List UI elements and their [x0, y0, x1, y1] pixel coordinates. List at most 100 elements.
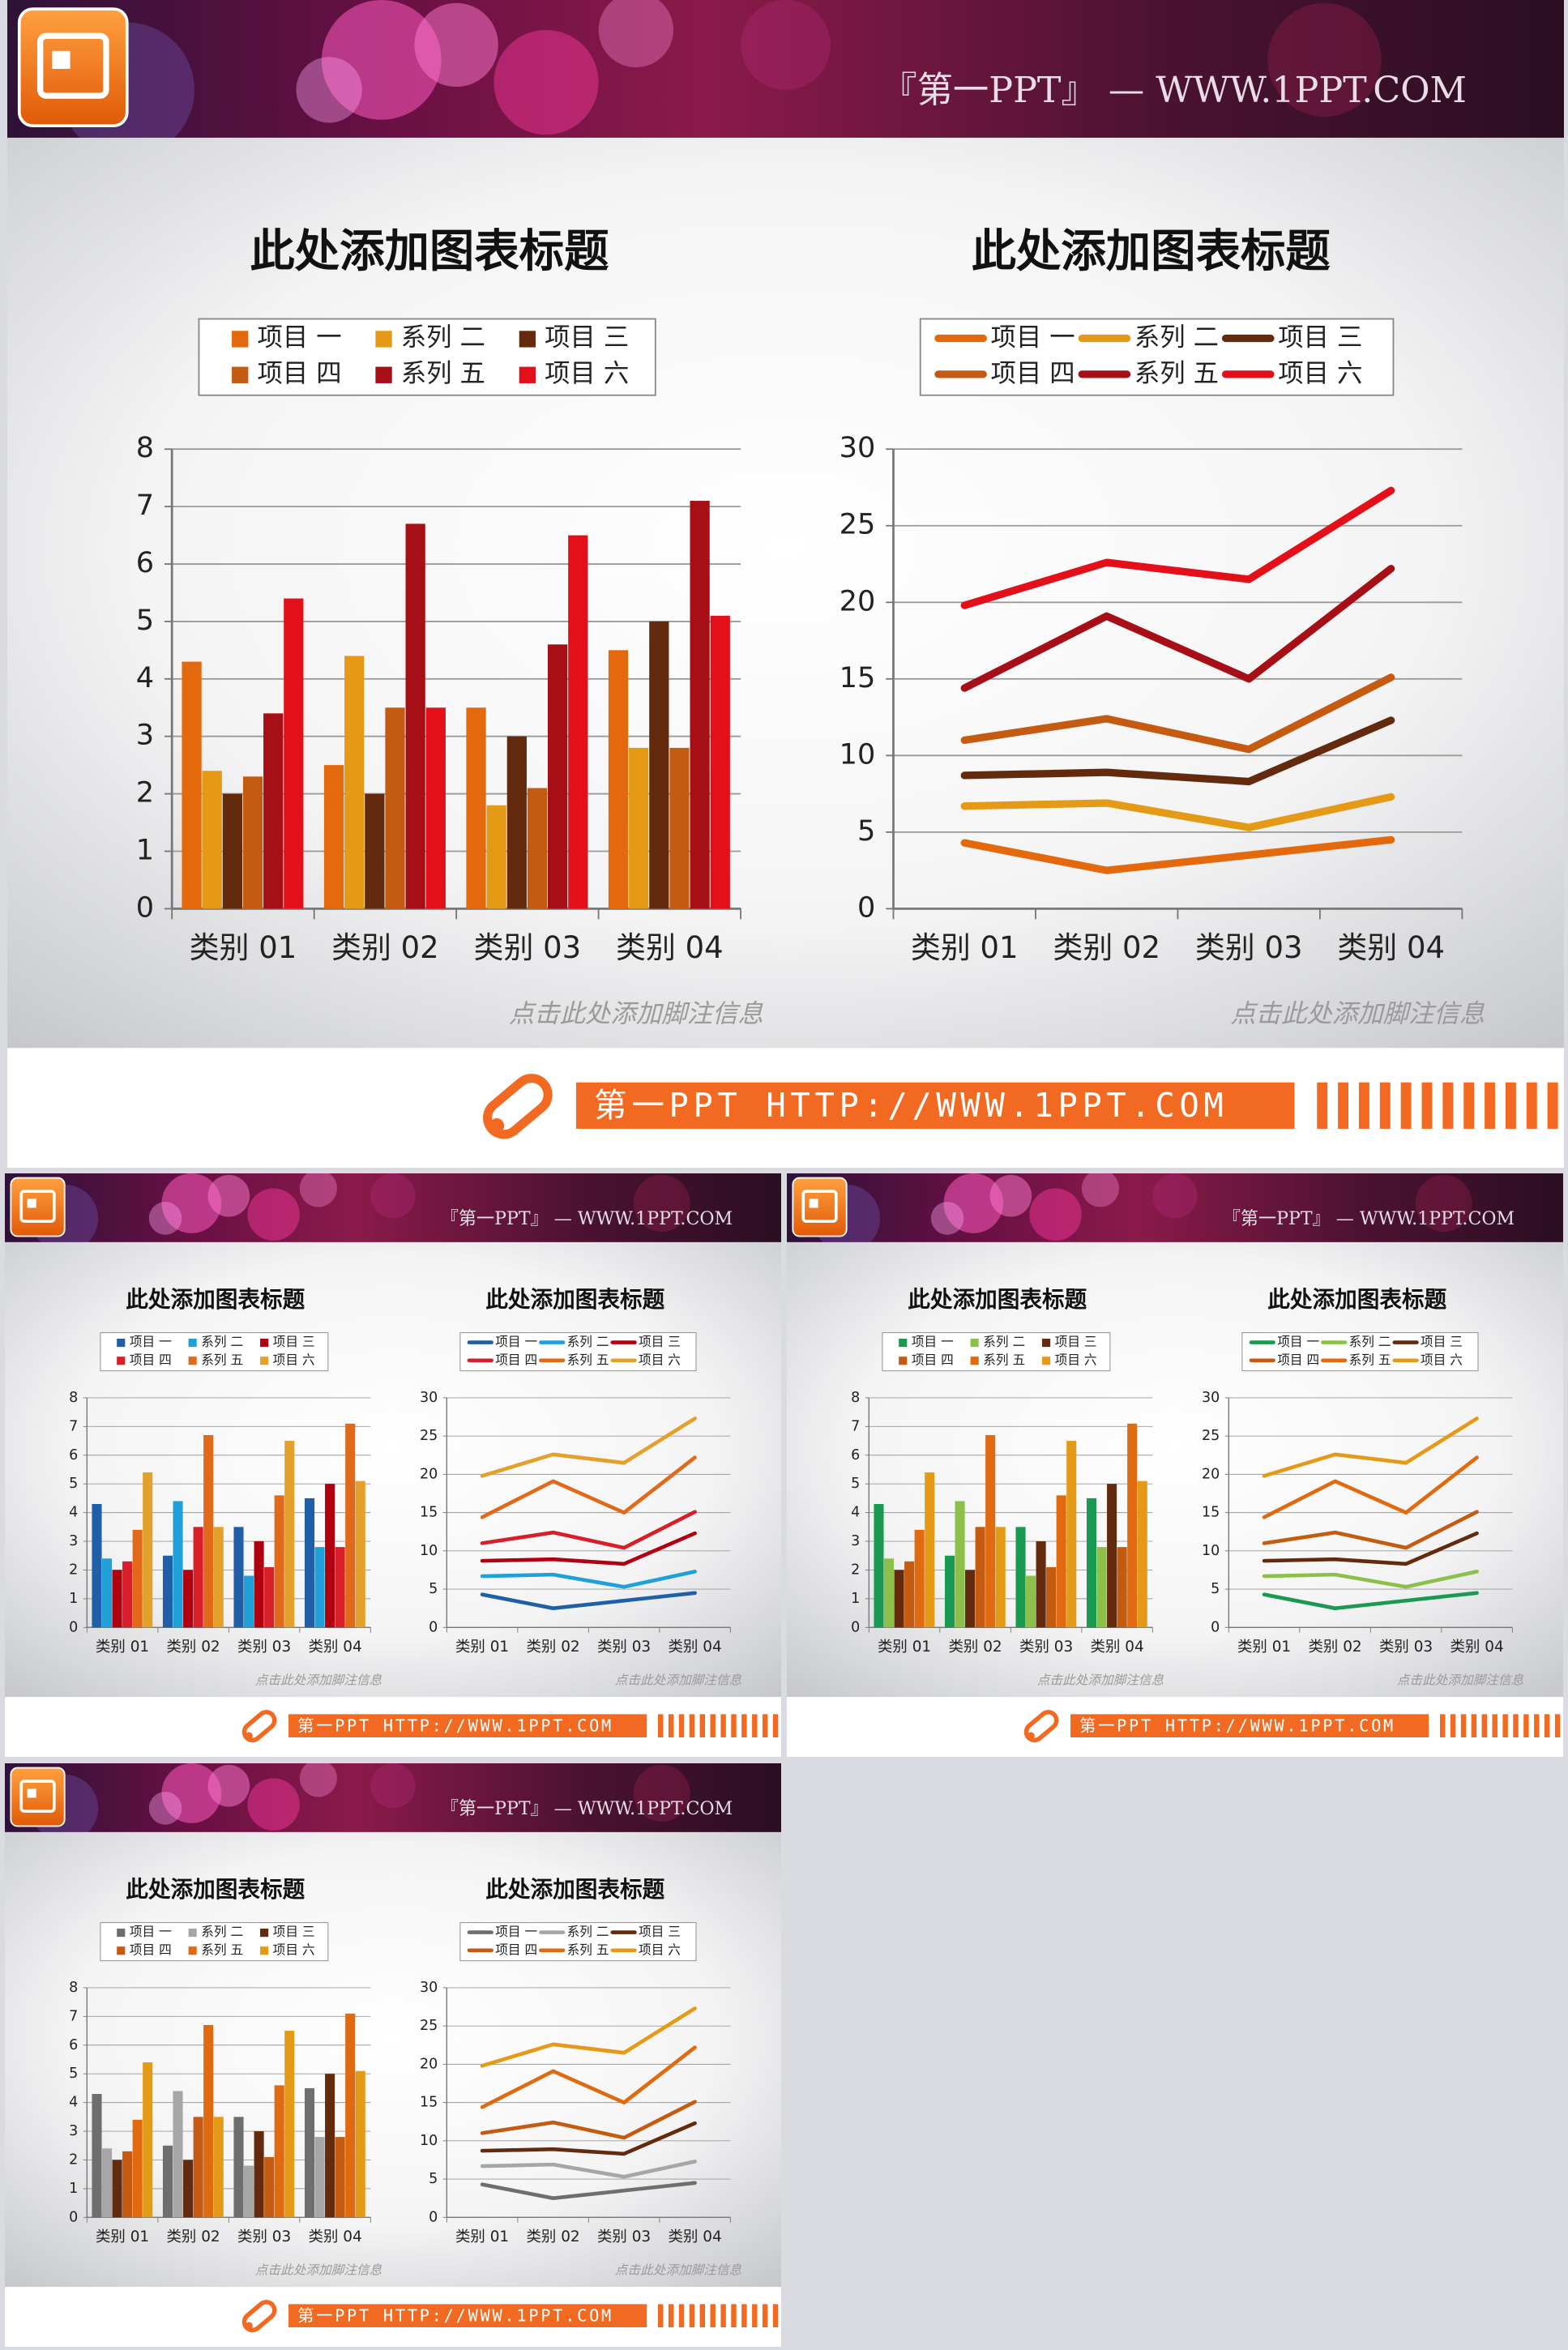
x-tick-label: 类别 03 — [597, 1639, 651, 1656]
y-tick-label: 10 — [1202, 1543, 1220, 1559]
y-tick-label: 7 — [69, 2008, 78, 2024]
legend-label: 项目 三 — [639, 1334, 681, 1349]
banner-stripe — [1400, 1082, 1412, 1129]
legend-swatch — [1042, 1357, 1051, 1365]
logo-doc — [36, 32, 109, 99]
bar — [1137, 1480, 1147, 1628]
bokeh — [414, 2, 498, 88]
y-tick-label: 8 — [136, 431, 154, 464]
bokeh — [148, 1202, 182, 1235]
legend-label: 项目 一 — [912, 1334, 954, 1349]
logo-doc — [801, 1190, 838, 1223]
legend-label: 项目 三 — [1421, 1334, 1463, 1349]
legend-swatch — [375, 331, 392, 348]
legend-label: 项目 三 — [545, 323, 629, 352]
banner-stripe — [1502, 1714, 1508, 1737]
y-tick-label: 30 — [840, 431, 876, 464]
bar — [1056, 1495, 1066, 1628]
y-tick-label: 5 — [69, 2066, 78, 2082]
pencil-tip — [1027, 1732, 1035, 1740]
y-tick-label: 1 — [69, 1591, 78, 1607]
y-tick-label: 0 — [857, 891, 875, 924]
logo-mark — [52, 50, 70, 69]
chart-title: 此处添加图表标题 — [250, 226, 609, 278]
banner-stripe — [1471, 1714, 1477, 1737]
x-tick-label: 类别 03 — [237, 2228, 291, 2245]
legend-label: 项目 一 — [130, 1924, 172, 1939]
bokeh — [943, 1173, 1004, 1233]
banner-stripe — [678, 2304, 685, 2327]
y-tick-label: 15 — [840, 661, 876, 694]
bar — [202, 771, 222, 909]
legend-swatch — [970, 1357, 979, 1365]
y-tick-label: 0 — [136, 891, 154, 924]
series-line — [480, 2181, 697, 2201]
legend-box — [459, 1922, 697, 1962]
bar — [506, 736, 527, 909]
bar — [365, 793, 385, 909]
footnote: 点击此处添加脚注信息 — [255, 1672, 382, 1687]
y-tick-label: 2 — [851, 1562, 860, 1578]
banner-stripe — [1421, 1082, 1433, 1129]
x-tick-label: 类别 04 — [669, 2228, 722, 2245]
y-tick-label: 10 — [840, 737, 876, 771]
bokeh — [321, 0, 442, 120]
x-tick-label: 类别 02 — [949, 1639, 1002, 1656]
footnote: 点击此处添加脚注信息 — [255, 2262, 382, 2277]
bar — [1086, 1498, 1097, 1628]
y-tick-label: 4 — [851, 1505, 860, 1521]
bokeh — [148, 1792, 182, 1825]
y-tick-label: 25 — [1202, 1428, 1220, 1444]
bar — [649, 621, 669, 909]
banner-stripe — [710, 2304, 716, 2327]
series-line — [960, 486, 1395, 609]
header-band — [5, 1763, 781, 1832]
legend-label: 项目 六 — [273, 1352, 315, 1367]
bar — [425, 707, 446, 909]
slide: 『第一PPT』 — WWW.1PPT.COM 第一PPT HTTP://WWW.1… — [5, 1173, 781, 1757]
banner-stripe — [731, 1714, 737, 1737]
legend-label: 项目 四 — [130, 1942, 172, 1957]
legend-label: 项目 一 — [130, 1334, 172, 1349]
series-line — [1262, 1416, 1479, 1478]
series-line — [480, 1570, 697, 1589]
banner-stripe — [689, 2304, 695, 2327]
legend-label: 项目 三 — [273, 1334, 315, 1349]
bar — [1046, 1566, 1057, 1628]
legend-swatch — [260, 1339, 269, 1348]
logo-icon — [17, 7, 129, 128]
bar — [132, 2119, 143, 2218]
header-band — [787, 1173, 1563, 1242]
x-tick-label: 类别 01 — [190, 930, 297, 965]
y-tick-label: 3 — [136, 719, 154, 752]
y-tick-label: 2 — [69, 2151, 78, 2168]
bar — [183, 2160, 194, 2218]
x-tick-label: 类别 04 — [669, 1639, 722, 1656]
y-tick-label: 0 — [429, 1619, 438, 1635]
legend-label: 项目 四 — [1277, 1352, 1319, 1367]
banner-stripe — [752, 2304, 758, 2327]
y-tick-label: 2 — [136, 776, 154, 810]
series-line — [960, 673, 1395, 754]
bar — [344, 656, 365, 909]
y-tick-label: 30 — [1202, 1390, 1220, 1406]
bokeh — [207, 1174, 250, 1217]
banner-stripe — [668, 1714, 674, 1737]
banner-bar — [1070, 1714, 1429, 1737]
x-tick-label: 类别 02 — [167, 1639, 220, 1656]
bar — [203, 1434, 214, 1628]
series-line — [960, 793, 1395, 831]
y-tick-label: 5 — [429, 1581, 438, 1597]
banner-stripe — [1460, 1714, 1467, 1737]
legend-box — [198, 318, 656, 396]
legend-swatch — [117, 1357, 126, 1365]
x-tick-label: 类别 01 — [878, 1639, 931, 1656]
logo-mark — [809, 1198, 818, 1208]
y-tick-label: 15 — [1202, 1505, 1220, 1521]
bokeh — [633, 1764, 690, 1822]
banner-stripe — [1526, 1082, 1537, 1129]
bar — [345, 2013, 356, 2218]
bokeh — [370, 1763, 416, 1809]
footnote: 点击此处添加脚注信息 — [1397, 1672, 1524, 1687]
footnote: 点击此处添加脚注信息 — [509, 1000, 763, 1029]
